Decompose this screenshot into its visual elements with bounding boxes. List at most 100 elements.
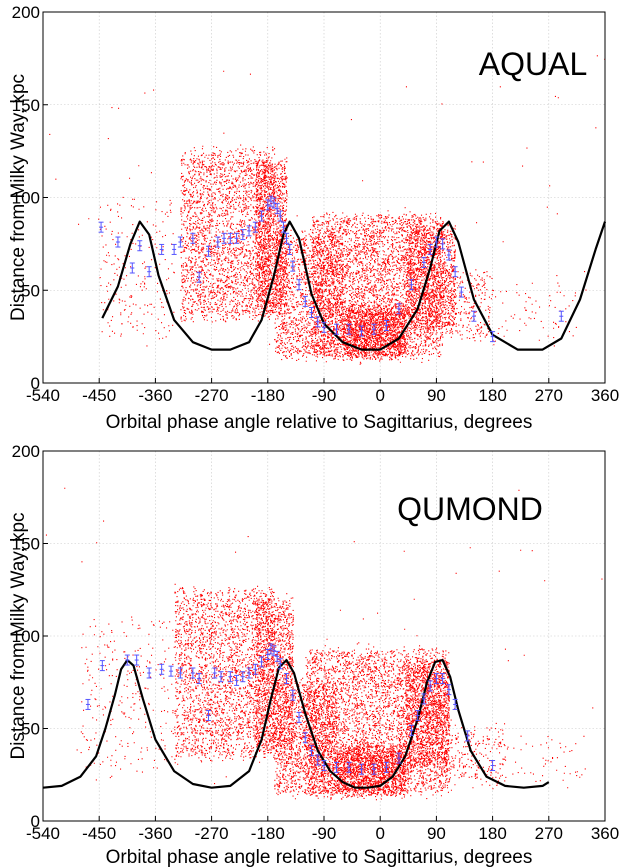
observation-errorbar <box>284 232 290 244</box>
x-tick-label: -450 <box>82 386 116 405</box>
observation-errorbar <box>146 266 152 278</box>
qumond-chart: -540 -450 -360 -270 -180 -90 0 90 180 270 360 0 50 10… <box>0 433 625 867</box>
observation-errorbar <box>277 658 283 670</box>
observation-errorbar <box>296 279 302 291</box>
model-label: QUMOND <box>397 491 543 527</box>
x-tick-label: -540 <box>26 824 60 843</box>
observation-points <box>85 643 496 775</box>
observation-errorbar <box>315 316 321 328</box>
observation-errorbar <box>212 667 218 679</box>
observation-errorbar <box>421 256 427 268</box>
aqual-chart-svg: -540 -450 -360 -270 -180 -90 0 90 180 270 360 0 50 10… <box>8 3 619 433</box>
observation-errorbar <box>134 654 140 666</box>
x-tick-label: 360 <box>591 824 619 843</box>
observation-errorbar <box>274 203 280 215</box>
observation-errorbar <box>196 673 202 685</box>
observation-errorbar <box>458 286 464 298</box>
aqual-chart: -540 -450 -360 -270 -180 -90 0 90 180 270 360 0 50 10… <box>0 0 625 433</box>
observation-errorbar <box>427 680 433 692</box>
x-tick-label: 270 <box>535 386 563 405</box>
observation-errorbar <box>287 243 293 255</box>
x-tick-label: 0 <box>375 386 384 405</box>
observation-errorbar <box>171 243 177 255</box>
observation-errorbar <box>268 195 274 207</box>
observation-errorbar <box>137 240 143 252</box>
observation-errorbar <box>271 197 277 209</box>
observation-errorbar <box>271 645 277 657</box>
observation-errorbar <box>315 754 321 766</box>
x-axis-label: Orbital phase angle relative to Sagittar… <box>106 847 533 867</box>
observation-errorbar <box>471 310 477 322</box>
particle-cloud <box>49 55 606 365</box>
observation-errorbar <box>321 321 327 333</box>
observation-errorbar <box>371 323 377 335</box>
observation-errorbar <box>280 221 286 233</box>
x-tick-label: 90 <box>427 386 446 405</box>
observation-errorbar <box>159 243 165 255</box>
observation-errorbar <box>415 710 421 722</box>
observation-errorbar <box>227 232 233 244</box>
observation-errorbar <box>168 665 174 677</box>
y-tick-label: 200 <box>12 442 40 461</box>
observation-errorbar <box>252 221 258 233</box>
observation-errorbar <box>433 236 439 248</box>
observation-errorbar <box>440 238 446 250</box>
model-label: AQUAL <box>479 46 587 82</box>
observation-errorbar <box>346 323 352 335</box>
observation-errorbar <box>452 698 458 710</box>
observation-errorbar <box>252 663 258 675</box>
observation-points <box>98 195 564 343</box>
x-tick-label: -90 <box>312 824 337 843</box>
x-tick-label: 360 <box>591 386 619 405</box>
observation-errorbar <box>146 667 152 679</box>
observation-errorbar <box>215 236 221 248</box>
observation-errorbar <box>408 724 414 736</box>
x-tick-label: 0 <box>375 824 384 843</box>
observation-errorbar <box>234 674 240 686</box>
y-tick-label: 100 <box>12 627 40 646</box>
observation-errorbar <box>490 760 496 771</box>
observation-errorbar <box>383 761 389 773</box>
observation-errorbar <box>205 245 211 257</box>
observation-errorbar <box>408 279 414 291</box>
observation-errorbar <box>440 673 446 685</box>
observation-errorbar <box>259 656 265 668</box>
y-tick-label: 200 <box>12 3 40 22</box>
y-tick-label: 0 <box>31 812 40 831</box>
observation-errorbar <box>421 693 427 705</box>
observation-errorbar <box>190 232 196 244</box>
observation-errorbar <box>221 232 227 244</box>
orbit-curve <box>42 659 550 789</box>
x-tick-label: 270 <box>535 824 563 843</box>
y-tick-label: 50 <box>21 720 40 739</box>
observation-errorbar <box>452 266 458 278</box>
observation-errorbar <box>218 671 224 683</box>
observation-errorbar <box>196 271 202 283</box>
observation-errorbar <box>177 667 183 679</box>
observation-errorbar <box>358 763 364 775</box>
observation-errorbar <box>446 249 452 261</box>
observation-errorbar <box>227 671 233 683</box>
observation-errorbar <box>205 710 211 722</box>
observation-errorbar <box>190 667 196 679</box>
observation-errorbar <box>333 761 339 773</box>
observation-errorbar <box>383 319 389 331</box>
x-tick-label: 180 <box>478 824 506 843</box>
x-tick-label: -180 <box>251 386 285 405</box>
observation-errorbar <box>290 689 296 701</box>
y-tick-label: 150 <box>12 96 40 115</box>
observation-errorbar <box>321 760 327 771</box>
observation-errorbar <box>433 673 439 685</box>
qumond-chart-svg: -540 -450 -360 -270 -180 -90 0 90 180 270 360 0 50 10… <box>8 442 619 867</box>
x-tick-label: -360 <box>138 386 172 405</box>
particle-points <box>49 55 606 365</box>
observation-errorbar <box>465 730 471 742</box>
y-tick-label: 100 <box>12 189 40 208</box>
x-tick-label: -540 <box>26 386 60 405</box>
x-tick-label: 180 <box>478 386 506 405</box>
observation-errorbar <box>159 663 165 675</box>
x-tick-label: -270 <box>195 386 229 405</box>
x-tick-label: -270 <box>195 824 229 843</box>
x-tick-label: 90 <box>427 824 446 843</box>
y-tick-label: 0 <box>31 374 40 393</box>
